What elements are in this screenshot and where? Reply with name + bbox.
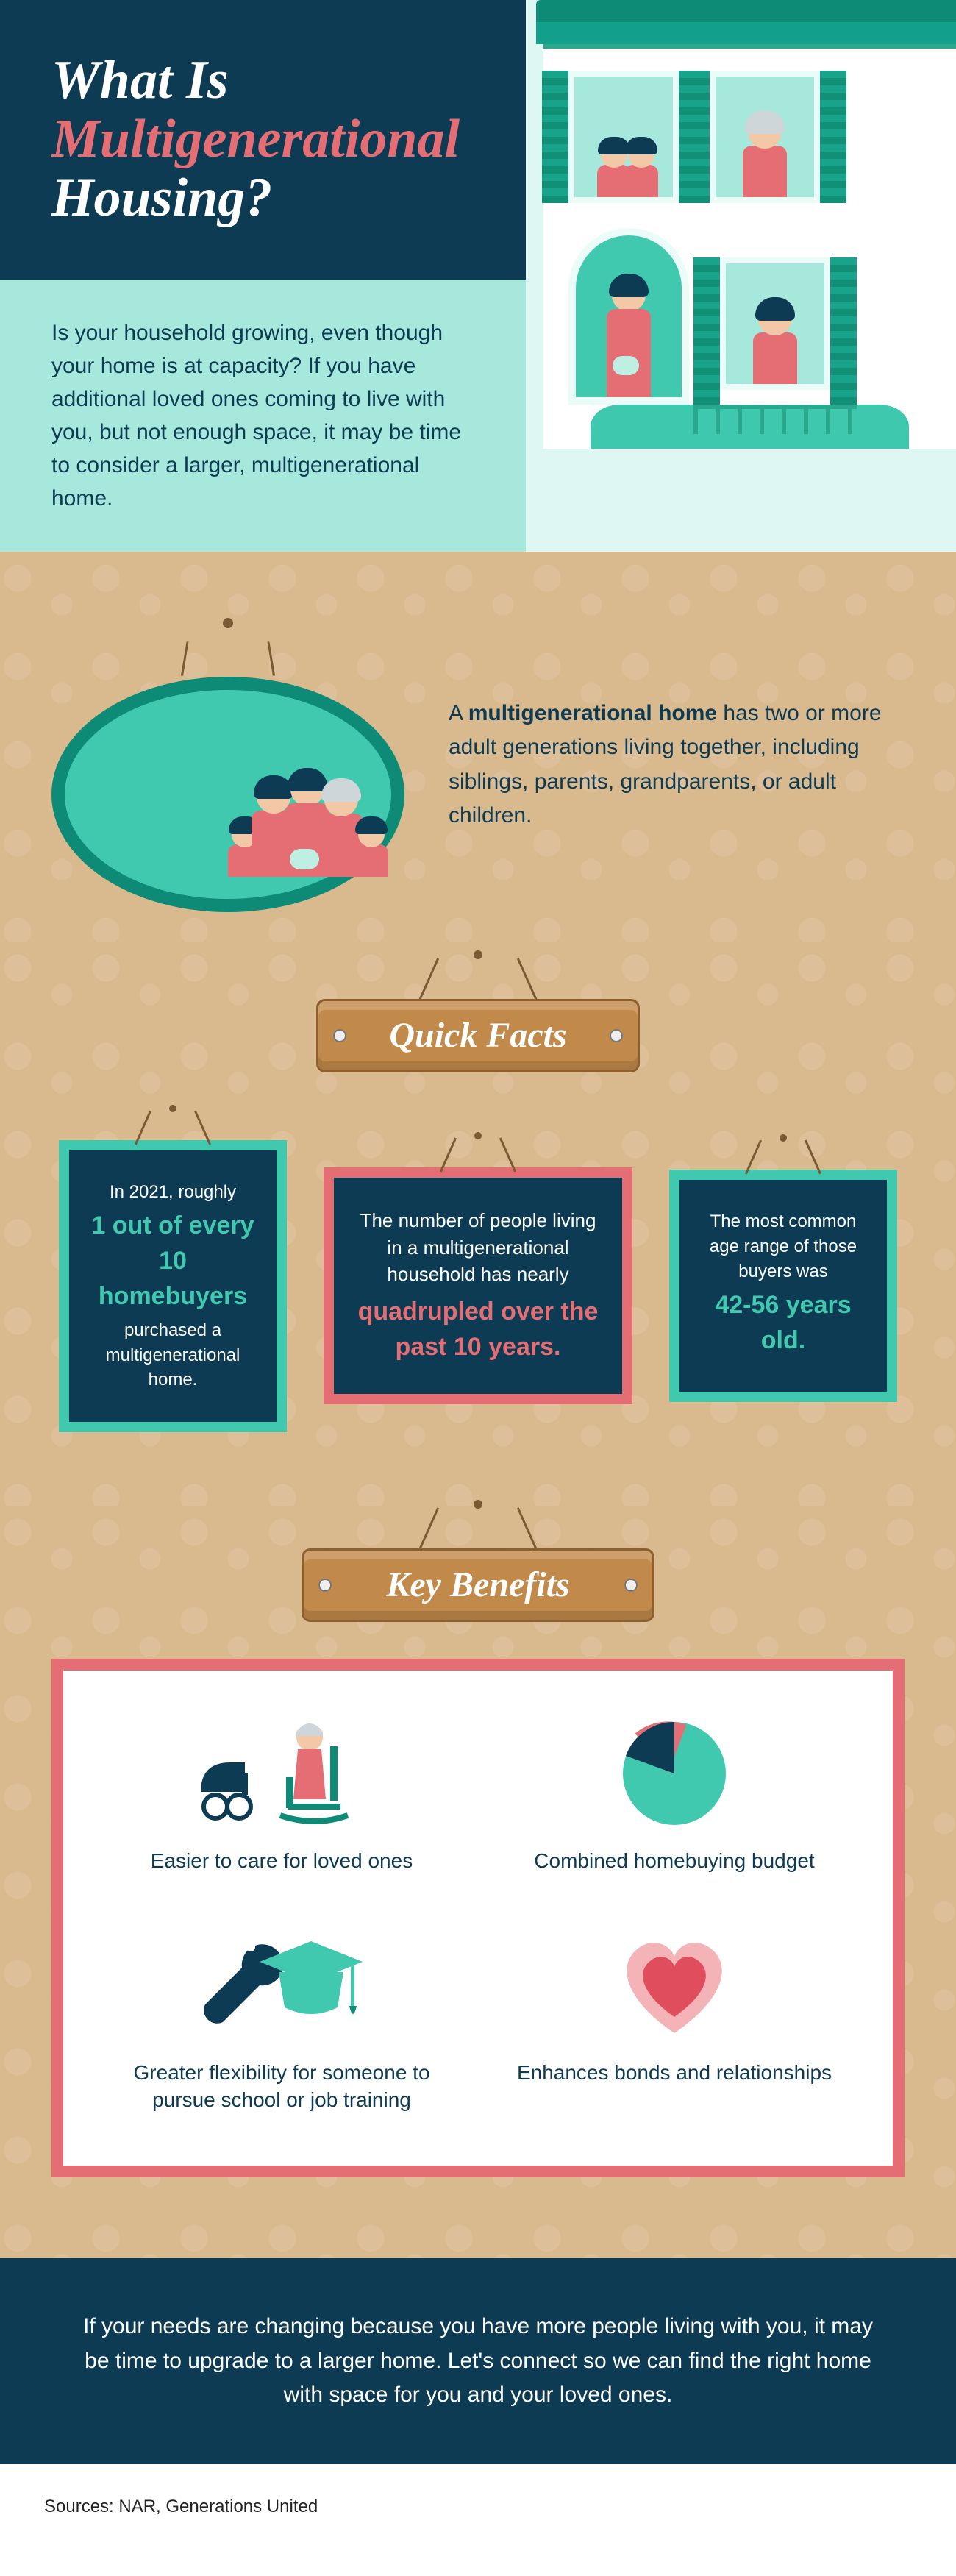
pie-chart-icon bbox=[500, 1715, 849, 1832]
fact-card-2: The number of people living in a multige… bbox=[324, 1136, 632, 1404]
definition-prefix: A bbox=[449, 701, 468, 725]
quick-facts-section: Quick Facts In 2021, roughly 1 out of ev… bbox=[0, 942, 956, 1506]
rocking-chair-stroller-icon bbox=[107, 1715, 456, 1832]
benefits-box: Easier to care for loved ones Combined h… bbox=[51, 1659, 905, 2177]
mother-with-baby-icon bbox=[607, 278, 651, 397]
wrench-gradcap-icon bbox=[107, 1926, 456, 2044]
fact-card-1: In 2021, roughly 1 out of every 10 homeb… bbox=[59, 1109, 287, 1432]
window-upper-right bbox=[710, 71, 820, 203]
quick-facts-heading: Quick Facts bbox=[389, 1015, 566, 1056]
hanger-icon bbox=[732, 1139, 835, 1175]
shutter-icon bbox=[693, 257, 720, 405]
benefit-1-label: Easier to care for loved ones bbox=[107, 1847, 456, 1875]
hanger-icon bbox=[427, 1136, 529, 1173]
hero-left: What Is Multigenerational Housing? Is yo… bbox=[0, 0, 526, 552]
house-illustration bbox=[526, 0, 956, 552]
adult-female-icon bbox=[624, 141, 658, 197]
benefit-4-label: Enhances bonds and relationships bbox=[500, 2059, 849, 2087]
fact-1-em: 1 out of every 10 homebuyers bbox=[91, 1209, 254, 1314]
title-box: What Is Multigenerational Housing? bbox=[0, 0, 526, 280]
benefit-item-2: Combined homebuying budget bbox=[500, 1715, 849, 1875]
intro-text: Is your household growing, even though y… bbox=[0, 280, 526, 552]
shutter-icon bbox=[542, 71, 568, 203]
definition-text: A multigenerational home has two or more… bbox=[449, 697, 905, 833]
house-upper-row bbox=[568, 71, 931, 203]
sources-line: Sources: NAR, Generations United bbox=[0, 2464, 956, 2576]
adult-male-icon bbox=[753, 302, 797, 384]
frame-hook-icon bbox=[223, 618, 233, 628]
shutter-icon bbox=[820, 71, 846, 203]
fact-1-pre: In 2021, roughly bbox=[110, 1182, 236, 1202]
house-roof bbox=[536, 0, 956, 44]
balcony-railing-icon bbox=[693, 405, 857, 434]
facts-row: In 2021, roughly 1 out of every 10 homeb… bbox=[51, 1109, 905, 1432]
benefit-item-4: Enhances bonds and relationships bbox=[500, 1926, 849, 2115]
title-line3: Housing? bbox=[51, 168, 272, 228]
benefits-grid: Easier to care for loved ones Combined h… bbox=[107, 1715, 849, 2114]
fact-card-3: The most common age range of those buyer… bbox=[669, 1139, 897, 1402]
definition-bold: multigenerational home bbox=[468, 701, 717, 725]
frame-wire-icon bbox=[181, 641, 275, 675]
key-benefits-heading: Key Benefits bbox=[386, 1565, 569, 1605]
shutter-icon bbox=[683, 71, 710, 203]
family-group-icon bbox=[148, 772, 308, 877]
title-highlight: Multigenerational bbox=[51, 109, 460, 169]
title-line1: What Is bbox=[51, 50, 229, 110]
fact-2-pre: The number of people living in a multige… bbox=[360, 1209, 596, 1285]
benefit-3-label: Greater flexibility for someone to pursu… bbox=[107, 2059, 456, 2115]
page-title: What Is Multigenerational Housing? bbox=[51, 51, 482, 228]
hanger-icon bbox=[121, 1109, 224, 1146]
fact-3-em: 42-56 years old. bbox=[702, 1288, 865, 1358]
benefit-item-3: Greater flexibility for someone to pursu… bbox=[107, 1926, 456, 2115]
family-portrait-frame bbox=[51, 618, 404, 912]
benefit-item-1: Easier to care for loved ones bbox=[107, 1715, 456, 1875]
definition-section: A multigenerational home has two or more… bbox=[0, 552, 956, 942]
front-door bbox=[568, 228, 689, 405]
footer-cta: If your needs are changing because you h… bbox=[0, 2258, 956, 2464]
house-body bbox=[543, 44, 956, 449]
shutter-icon bbox=[830, 257, 857, 405]
benefit-2-label: Combined homebuying budget bbox=[500, 1847, 849, 1875]
heart-icon bbox=[500, 1926, 849, 2044]
fact-3-pre: The most common age range of those buyer… bbox=[710, 1211, 857, 1281]
hero-section: What Is Multigenerational Housing? Is yo… bbox=[0, 0, 956, 552]
house-lower-row bbox=[568, 228, 931, 405]
key-benefits-sign: Key Benefits bbox=[302, 1548, 654, 1622]
window-upper-left bbox=[568, 71, 679, 203]
family-portrait-icon bbox=[51, 677, 404, 912]
quick-facts-sign: Quick Facts bbox=[316, 999, 640, 1072]
fact-2-em: quadrupled over the past 10 years. bbox=[356, 1295, 600, 1365]
window-lower-right bbox=[720, 257, 830, 390]
grandmother-icon bbox=[743, 115, 787, 197]
key-benefits-section: Key Benefits bbox=[0, 1506, 956, 2258]
infographic-root: What Is Multigenerational Housing? Is yo… bbox=[0, 0, 956, 2576]
door-column bbox=[568, 228, 689, 405]
fact-1-post: purchased a multigenerational home. bbox=[106, 1320, 240, 1390]
